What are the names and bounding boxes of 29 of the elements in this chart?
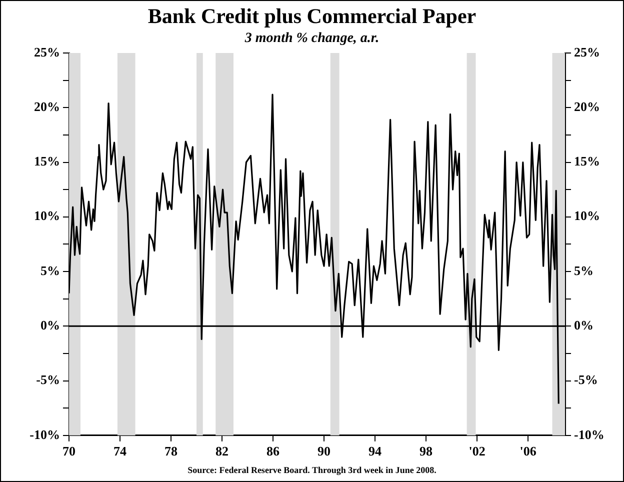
y2-tick-label: 20% [574,98,600,114]
y2-tick-label: 0% [574,318,594,332]
y-tick-label: -5% [36,372,60,388]
x-tick-label: 90 [318,444,331,459]
x-tick-label: '06 [520,444,537,459]
y-tick-label: 15% [34,154,60,169]
x-tick-label: 82 [216,444,229,459]
y2-tick-label: 25% [574,44,600,60]
x-tick-label: 74 [114,444,128,459]
y-tick-label: 10% [34,208,60,224]
x-tick-label: 94 [368,444,382,459]
y2-tick-label: 15% [574,154,600,169]
x-tick-label: 78 [164,444,178,459]
y-tick-label: 25% [34,44,60,60]
y2-tick-label: -5% [574,372,598,388]
chart-title: Bank Credit plus Commercial Paper [148,4,476,28]
y-tick-label: 0% [40,318,60,332]
y2-tick-label: -10% [574,426,604,442]
y-tick-label: 5% [40,262,60,278]
x-tick-label: 98 [420,444,434,459]
x-tick-label: 86 [266,444,280,459]
y-tick-label: 20% [34,98,60,114]
x-tick-label: '02 [468,444,486,459]
chart-subtitle: 3 month % change, a.r. [244,31,380,46]
source-note: Source: Federal Reserve Board. Through 3rd week in June 2008. [186,465,438,475]
y2-tick-label: 10% [574,208,600,224]
x-tick-label: 70 [62,444,76,459]
y-tick-label: -10% [30,426,60,442]
y2-tick-label: 5% [574,262,594,278]
